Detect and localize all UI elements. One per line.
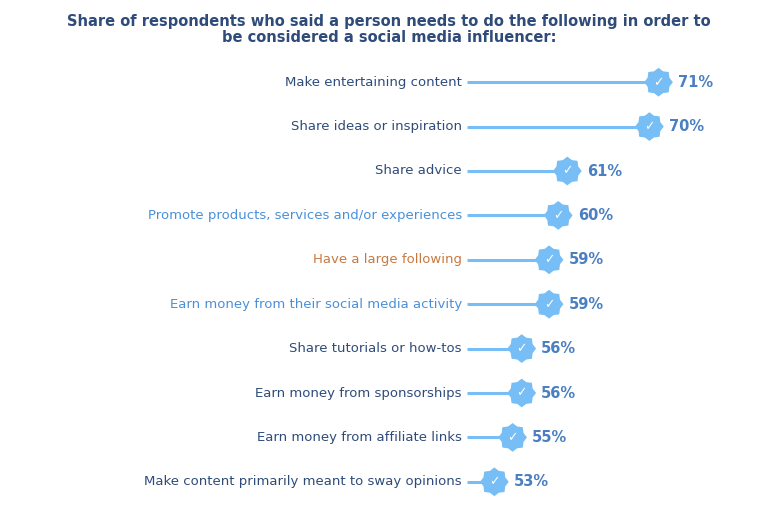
Text: Promote products, services and/or experiences: Promote products, services and/or experi…	[148, 209, 462, 222]
Text: 56%: 56%	[541, 341, 576, 356]
Text: Share of respondents who said a person needs to do the following in order to: Share of respondents who said a person n…	[67, 14, 710, 29]
Text: ✓: ✓	[553, 209, 563, 222]
Text: ✓: ✓	[562, 165, 573, 177]
Text: ✓: ✓	[544, 254, 555, 266]
Polygon shape	[508, 335, 535, 362]
Polygon shape	[545, 202, 572, 229]
Polygon shape	[481, 468, 508, 495]
Polygon shape	[536, 246, 562, 274]
Text: ✓: ✓	[544, 298, 555, 311]
Text: 56%: 56%	[541, 386, 576, 400]
Text: 60%: 60%	[578, 208, 613, 223]
Text: Share ideas or inspiration: Share ideas or inspiration	[291, 120, 462, 133]
Text: Share advice: Share advice	[375, 165, 462, 177]
Polygon shape	[499, 424, 526, 451]
Text: 61%: 61%	[587, 164, 622, 178]
Text: Have a large following: Have a large following	[313, 254, 462, 266]
Text: ✓: ✓	[507, 431, 518, 444]
Text: Earn money from sponsorships: Earn money from sponsorships	[256, 387, 462, 400]
Text: ✓: ✓	[654, 76, 664, 89]
Text: 59%: 59%	[569, 297, 604, 312]
Text: 53%: 53%	[514, 474, 549, 489]
Text: ✓: ✓	[644, 120, 654, 133]
Text: 59%: 59%	[569, 252, 604, 267]
Text: Make content primarily meant to sway opinions: Make content primarily meant to sway opi…	[144, 476, 462, 488]
Text: 70%: 70%	[669, 119, 704, 134]
Text: Share tutorials or how-tos: Share tutorials or how-tos	[290, 342, 462, 355]
Text: 55%: 55%	[532, 430, 567, 445]
Text: ✓: ✓	[516, 342, 527, 355]
Text: Earn money from affiliate links: Earn money from affiliate links	[257, 431, 462, 444]
Polygon shape	[645, 69, 672, 96]
Text: ✓: ✓	[516, 387, 527, 400]
Polygon shape	[508, 379, 535, 407]
Polygon shape	[554, 157, 581, 185]
Text: Earn money from their social media activity: Earn money from their social media activ…	[170, 298, 462, 311]
Text: Make entertaining content: Make entertaining content	[285, 76, 462, 89]
Polygon shape	[636, 113, 663, 140]
Text: 71%: 71%	[678, 75, 713, 90]
Text: be considered a social media influencer:: be considered a social media influencer:	[222, 30, 556, 45]
Polygon shape	[536, 291, 562, 318]
Text: ✓: ✓	[489, 476, 499, 488]
